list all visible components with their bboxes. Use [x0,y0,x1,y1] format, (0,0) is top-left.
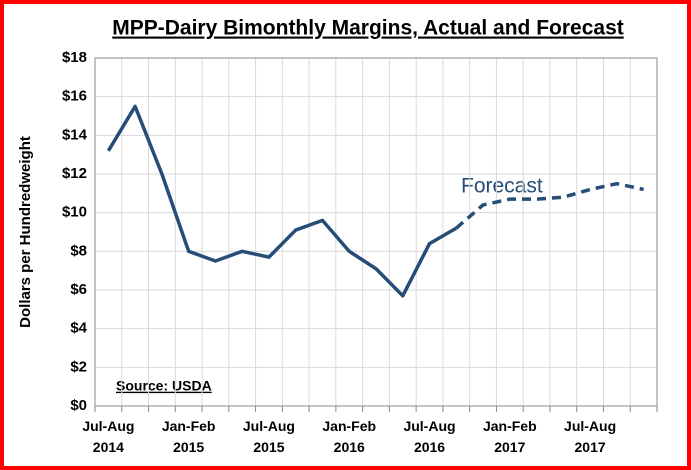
source-annotation: Source: USDA [116,378,212,394]
y-tick-label: $14 [62,126,88,143]
series-line [106,104,458,298]
y-tick-label: $10 [62,204,87,221]
y-tick-label: $12 [62,165,87,182]
plot-area [94,57,658,407]
x-tick-label: Jan-Feb 2017 [482,418,537,455]
x-tick-label: Jul-Aug 2017 [564,418,617,455]
y-tick-label: $4 [70,320,87,337]
x-tick-label: Jul-Aug 2014 [82,418,135,455]
series-line [455,181,644,230]
chart-title: MPP-Dairy Bimonthly Margins, Actual and … [112,17,624,40]
x-tick-label: Jul-Aug 2015 [242,418,295,455]
x-tick-label: Jan-Feb 2015 [161,418,216,455]
y-tick-label: $8 [70,242,87,259]
forecast-annotation: Forecast [461,175,543,198]
x-tick-label: Jan-Feb 2016 [322,418,377,455]
y-tick-label: $2 [70,358,87,375]
y-tick-label: $6 [70,281,87,298]
x-tick-label: Jul-Aug 2016 [403,418,456,455]
y-tick-label: $0 [70,397,87,414]
y-tick-label: $16 [62,88,87,105]
y-tick-label: $18 [62,49,87,66]
y-axis-label: Dollars per Hundredweight [17,136,34,328]
